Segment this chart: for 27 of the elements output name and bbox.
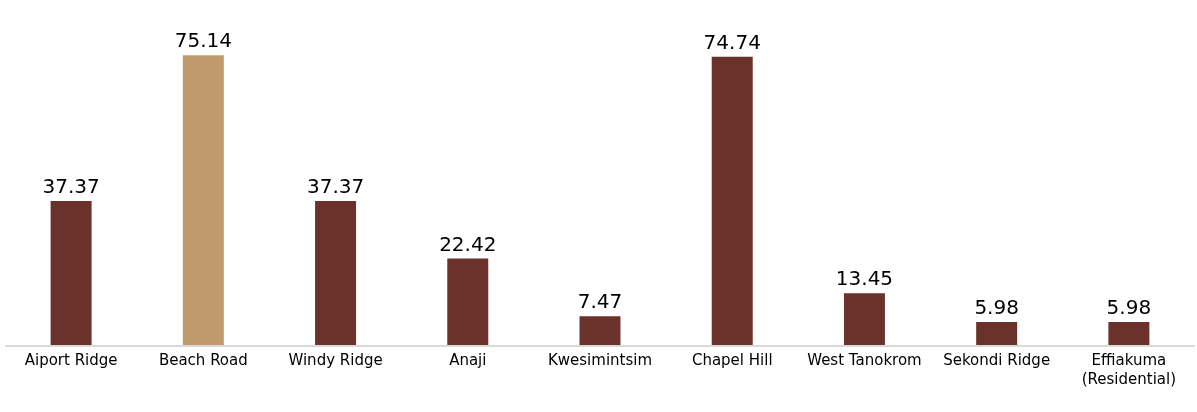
bar — [315, 200, 357, 345]
x-tick-label: West Tanokrom — [807, 350, 922, 369]
data-label: 13.45 — [835, 266, 894, 291]
x-tick-label: Aiport Ridge — [24, 350, 118, 369]
bar — [711, 56, 753, 345]
bar — [1108, 321, 1150, 345]
x-tick-label: Anaji — [449, 350, 487, 369]
data-label: 37.37 — [42, 173, 100, 198]
x-tick-label: Sekondi Ridge — [943, 350, 1051, 369]
bar — [50, 200, 92, 345]
data-label: 74.74 — [703, 29, 761, 54]
data-label: 5.98 — [1106, 294, 1152, 319]
bar — [182, 55, 224, 345]
bar — [579, 316, 621, 345]
x-tick-label: Effiakuma (Residential) — [1081, 350, 1177, 389]
x-tick-label: Chapel Hill — [691, 350, 773, 369]
bar — [843, 293, 885, 345]
data-label: 75.14 — [174, 28, 232, 53]
x-tick-label: Beach Road — [158, 350, 248, 369]
data-label: 37.37 — [306, 173, 365, 198]
bar — [447, 258, 489, 345]
x-tick-label: Kwesimintsim — [547, 350, 653, 369]
data-label: 5.98 — [974, 294, 1019, 319]
data-label: 7.47 — [577, 289, 623, 314]
bar — [976, 321, 1018, 345]
data-label: 22.42 — [439, 231, 497, 256]
x-tick-label: Windy Ridge — [288, 350, 383, 369]
